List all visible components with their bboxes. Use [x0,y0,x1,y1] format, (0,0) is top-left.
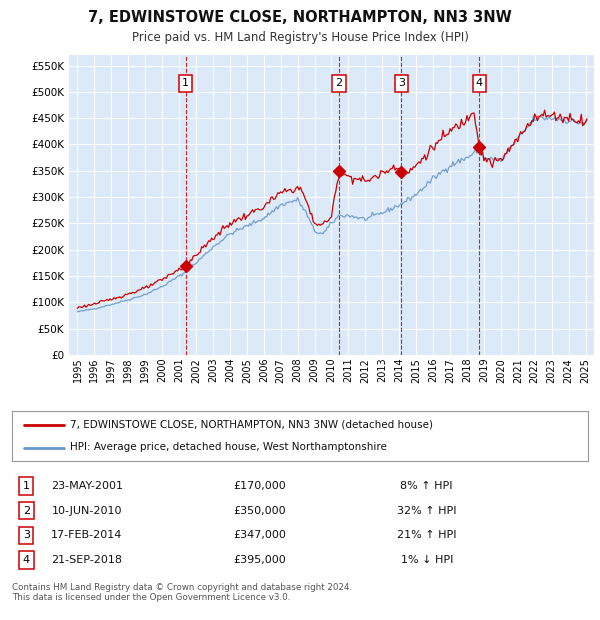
Text: £170,000: £170,000 [233,481,286,491]
Text: 8% ↑ HPI: 8% ↑ HPI [400,481,453,491]
Text: HPI: Average price, detached house, West Northamptonshire: HPI: Average price, detached house, West… [70,443,386,453]
Text: 4: 4 [23,555,30,565]
Text: Contains HM Land Registry data © Crown copyright and database right 2024.
This d: Contains HM Land Registry data © Crown c… [12,583,352,603]
Text: 7, EDWINSTOWE CLOSE, NORTHAMPTON, NN3 3NW: 7, EDWINSTOWE CLOSE, NORTHAMPTON, NN3 3N… [88,11,512,25]
Text: Price paid vs. HM Land Registry's House Price Index (HPI): Price paid vs. HM Land Registry's House … [131,32,469,45]
Text: 1% ↓ HPI: 1% ↓ HPI [401,555,453,565]
Text: 2: 2 [335,79,343,89]
Text: 7, EDWINSTOWE CLOSE, NORTHAMPTON, NN3 3NW (detached house): 7, EDWINSTOWE CLOSE, NORTHAMPTON, NN3 3N… [70,420,433,430]
Text: 2: 2 [23,506,30,516]
Text: 10-JUN-2010: 10-JUN-2010 [52,506,122,516]
Text: £395,000: £395,000 [233,555,286,565]
Text: 17-FEB-2014: 17-FEB-2014 [51,530,122,540]
Text: 32% ↑ HPI: 32% ↑ HPI [397,506,457,516]
Text: 1: 1 [182,79,189,89]
Text: 3: 3 [23,530,30,540]
Text: 21-SEP-2018: 21-SEP-2018 [52,555,122,565]
Text: 1: 1 [23,481,30,491]
Text: 21% ↑ HPI: 21% ↑ HPI [397,530,457,540]
Text: £350,000: £350,000 [233,506,286,516]
Text: 4: 4 [476,79,483,89]
Text: £347,000: £347,000 [233,530,286,540]
Text: 3: 3 [398,79,405,89]
Text: 23-MAY-2001: 23-MAY-2001 [51,481,123,491]
